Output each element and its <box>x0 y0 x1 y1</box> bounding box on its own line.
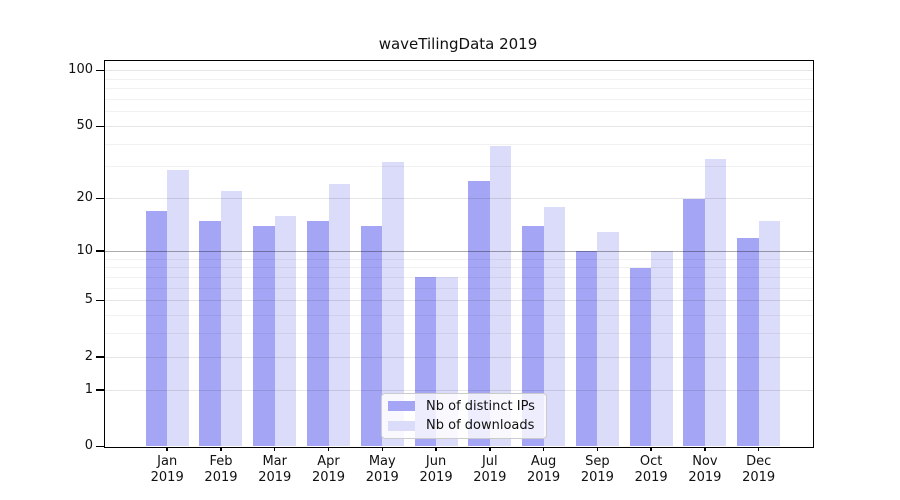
y-tick-0 <box>96 445 104 448</box>
bar-downloads-feb <box>220 191 243 447</box>
x-tick-jul <box>489 446 491 451</box>
bar-distinct-ips-oct <box>629 267 652 447</box>
y-tick-2 <box>96 356 104 358</box>
x-tick-dec <box>757 446 760 451</box>
bar-downloads-nov <box>704 159 727 447</box>
bar-distinct-ips-jan <box>145 211 168 447</box>
x-tick-label-mar: Mar 2019 <box>258 453 292 486</box>
x-tick-feb <box>220 446 222 451</box>
legend-swatch-downloads <box>388 420 415 431</box>
bar-downloads-jan <box>167 169 189 447</box>
x-tick-mar <box>273 446 276 451</box>
y-tick-label-1: 1 <box>84 381 93 397</box>
bar-distinct-ips-mar <box>253 225 275 447</box>
x-tick-sep <box>596 446 599 451</box>
bar-downloads-dec <box>758 220 781 447</box>
y-tick-1 <box>96 389 104 391</box>
legend: Nb of distinct IPs Nb of downloads <box>381 393 547 439</box>
bar-downloads-oct <box>651 251 673 447</box>
x-tick-jan <box>166 446 168 451</box>
legend-label-downloads: Nb of downloads <box>426 418 535 434</box>
x-tick-label-apr: Apr 2019 <box>311 453 346 486</box>
legend-entry-distinct-ips: Nb of distinct IPs <box>382 399 546 414</box>
x-tick-label-aug: Aug 2019 <box>527 453 561 486</box>
y-tick-label-20: 20 <box>76 190 93 206</box>
bar-distinct-ips-may <box>360 225 383 447</box>
x-tick-label-jun: Jun 2019 <box>419 453 453 486</box>
x-tick-jun <box>435 446 437 451</box>
bar-distinct-ips-aug <box>522 225 544 447</box>
y-tick-20 <box>96 197 104 200</box>
bar-downloads-sep <box>597 231 619 447</box>
y-tick-5 <box>96 299 104 302</box>
y-tick-100 <box>96 69 104 72</box>
bar-distinct-ips-apr <box>307 220 329 447</box>
legend-entry-downloads: Nb of downloads <box>382 418 546 433</box>
bar-downloads-apr <box>328 184 350 447</box>
legend-swatch-distinct-ips <box>388 401 415 412</box>
x-tick-label-sep: Sep 2019 <box>580 453 614 486</box>
x-tick-label-nov: Nov 2019 <box>688 453 722 486</box>
y-tick-50 <box>96 125 104 128</box>
x-tick-label-feb: Feb 2019 <box>204 453 238 486</box>
bar-distinct-ips-dec <box>737 237 759 447</box>
x-tick-oct <box>650 446 652 451</box>
x-tick-label-dec: Dec 2019 <box>742 453 776 486</box>
x-tick-nov <box>704 446 706 451</box>
bar-downloads-jul <box>489 146 512 447</box>
x-tick-label-jul: Jul 2019 <box>473 453 507 486</box>
plot-area: Nb of distinct IPs Nb of downloads 0 1 2 5 1… <box>68 59 814 485</box>
x-tick-may <box>381 446 384 451</box>
x-tick-aug <box>542 446 545 451</box>
chart-title: waveTilingData 2019 <box>378 35 538 53</box>
x-tick-label-oct: Oct 2019 <box>634 453 668 486</box>
bar-downloads-mar <box>274 215 297 447</box>
x-tick-apr <box>327 446 330 451</box>
y-tick-label-2: 2 <box>84 348 93 364</box>
y-tick-label-100: 100 <box>68 62 93 78</box>
bar-distinct-ips-nov <box>683 198 705 447</box>
bar-distinct-ips-jul <box>468 181 490 447</box>
bar-downloads-aug <box>543 206 566 447</box>
y-tick-10 <box>96 250 104 252</box>
bar-distinct-ips-feb <box>199 220 221 447</box>
x-tick-label-may: May 2019 <box>365 453 399 486</box>
legend-label-distinct-ips: Nb of distinct IPs <box>426 398 535 414</box>
bars-layer <box>105 61 813 447</box>
bar-downloads-may <box>382 161 404 447</box>
y-tick-label-5: 5 <box>84 292 93 308</box>
y-tick-label-0: 0 <box>84 438 93 453</box>
y-tick-label-50: 50 <box>76 117 93 133</box>
y-tick-label-10: 10 <box>76 242 93 258</box>
x-tick-label-jan: Jan 2019 <box>150 453 184 486</box>
bar-distinct-ips-sep <box>575 251 598 447</box>
